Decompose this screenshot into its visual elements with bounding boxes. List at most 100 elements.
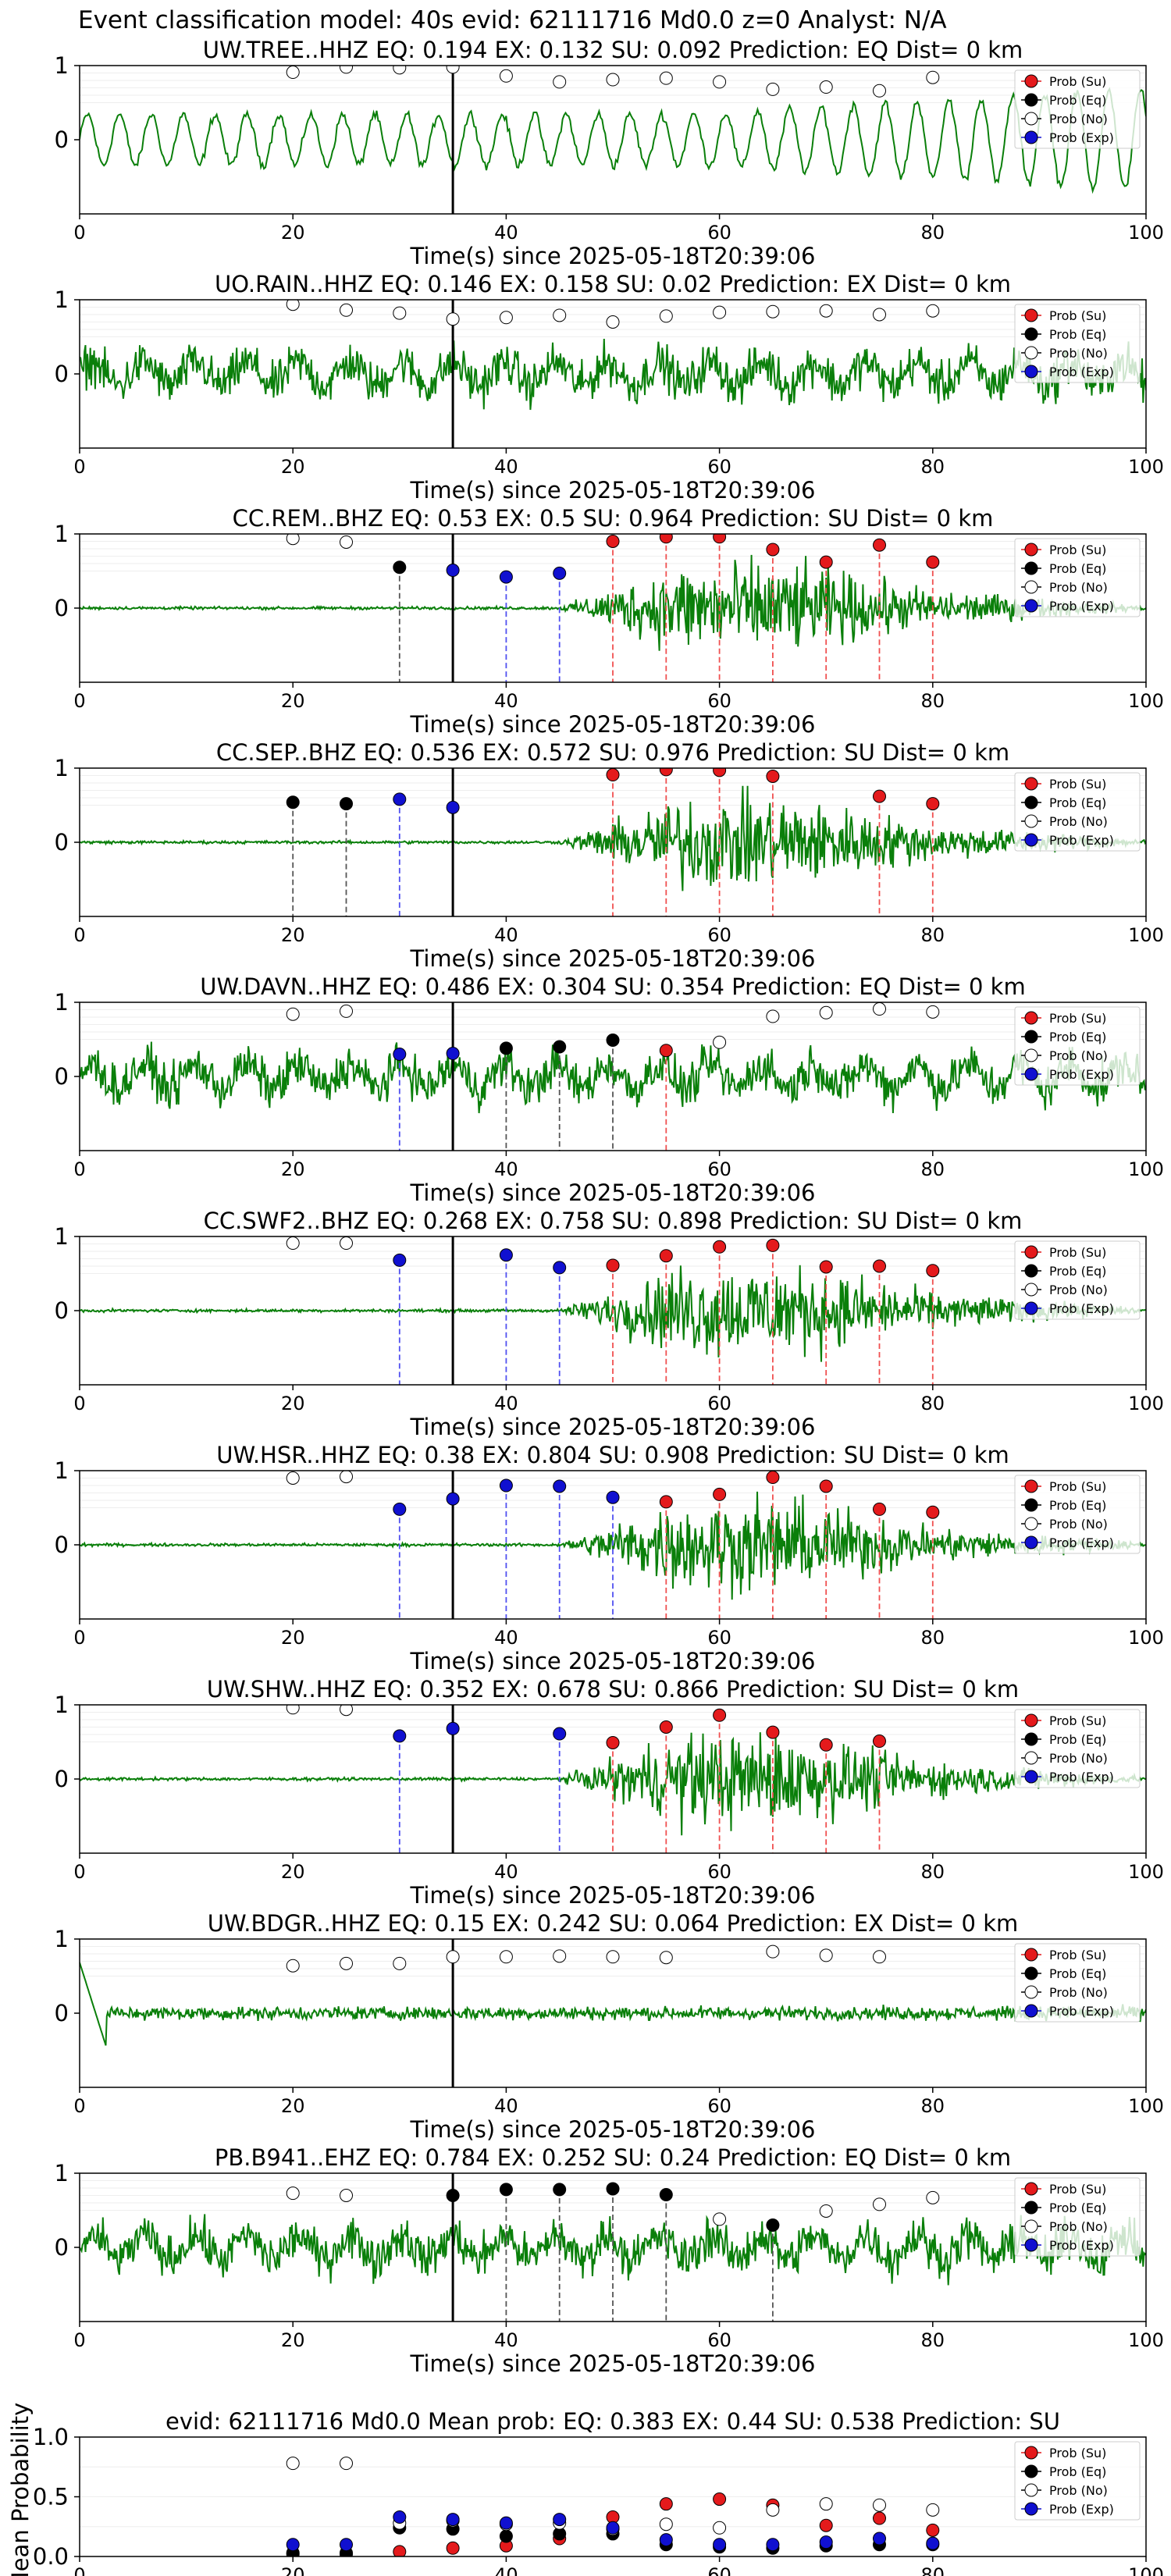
legend-label-no: Prob (No) (1049, 1048, 1108, 1063)
prob-point-exp (446, 1492, 460, 1506)
panel-title: PB.B941..EHZ EQ: 0.784 EX: 0.252 SU: 0.2… (215, 2144, 1011, 2171)
prob-point-su (713, 1240, 727, 1254)
prob-point-no (606, 1950, 620, 1964)
mean-point-no (286, 2457, 300, 2471)
legend-label-exp: Prob (Exp) (1049, 1770, 1114, 1784)
x-tick-label: 40 (494, 222, 518, 244)
legend-marker-eq (1024, 1030, 1038, 1044)
legend-marker-exp (1024, 2004, 1038, 2018)
prob-point-exp (606, 1490, 620, 1504)
prob-point-su (766, 1238, 780, 1252)
y-tick-label: 1 (55, 2160, 69, 2186)
prob-point-su (873, 1502, 886, 1516)
x-tick-label: 100 (1128, 1158, 1164, 1180)
x-tick-label: 60 (707, 2329, 731, 2351)
y-tick-label: 1 (55, 1223, 69, 1250)
prob-point-no (340, 303, 353, 317)
axes-frame (79, 533, 1147, 683)
panel-title: UW.BDGR..HHZ EQ: 0.15 EX: 0.242 SU: 0.06… (208, 1910, 1019, 1937)
x-tick-label: 100 (1128, 690, 1164, 712)
y-tick-label: 0 (55, 1766, 69, 1792)
x-tick-label: 100 (1128, 222, 1164, 244)
panel-9: PB.B941..EHZ EQ: 0.784 EX: 0.252 SU: 0.2… (55, 2144, 1164, 2377)
prob-point-no (819, 304, 833, 318)
mean-point-su (446, 2541, 460, 2555)
prob-point-su (873, 789, 886, 803)
x-axis-label: Time(s) since 2025-05-18T20:39:06 (410, 1414, 816, 1440)
legend-marker-eq (1024, 327, 1038, 341)
prob-point-no (340, 1705, 353, 1717)
legend-marker-exp (1024, 1067, 1038, 1081)
mean-point-no (819, 2497, 833, 2511)
prob-point-no (340, 1471, 353, 1484)
x-tick-label: 100 (1128, 924, 1164, 946)
prob-point-no (553, 1949, 567, 1963)
x-axis-label: Time(s) since 2025-05-18T20:39:06 (410, 2116, 816, 2143)
legend-label-su: Prob (Su) (1049, 74, 1106, 89)
prob-point-eq (659, 2188, 673, 2202)
legend-marker-exp (1024, 1535, 1038, 1550)
mean-point-exp (393, 2510, 407, 2524)
plot-area (80, 534, 1146, 682)
panel-6: UW.HSR..HHZ EQ: 0.38 EX: 0.804 SU: 0.908… (55, 1442, 1164, 1674)
figure-suptitle: Event classification model: 40s evid: 62… (78, 6, 947, 34)
legend-marker-eq (1024, 2464, 1038, 2478)
legend-label-no: Prob (No) (1049, 1283, 1108, 1297)
mean-point-exp (819, 2535, 833, 2549)
mean-point-no (713, 2521, 727, 2535)
prob-point-exp (499, 1248, 513, 1262)
legend-marker-no (1024, 1751, 1038, 1765)
prob-point-no (286, 534, 300, 546)
prob-point-su (606, 768, 620, 782)
prob-point-no (340, 1004, 353, 1018)
legend-box (1014, 1943, 1141, 2023)
prob-point-su (873, 538, 886, 552)
prob-point-no (819, 1005, 833, 1019)
plot-area (80, 1705, 1146, 1853)
prob-point-su (819, 1738, 833, 1752)
legend-marker-exp (1024, 365, 1038, 379)
legend-marker-su (1024, 777, 1038, 791)
legend-label-no: Prob (No) (1049, 2483, 1108, 2498)
prob-point-no (446, 1950, 460, 1964)
x-tick-label: 80 (921, 1158, 945, 1180)
x-tick-label: 60 (707, 222, 731, 244)
plot-area (80, 1236, 1146, 1385)
mean-point-exp (553, 2513, 567, 2527)
prob-point-su (819, 555, 833, 569)
legend-label-eq: Prob (Eq) (1049, 2201, 1106, 2215)
legend-label-exp: Prob (Exp) (1049, 599, 1114, 614)
prob-point-exp (553, 1727, 567, 1741)
legend-marker-exp (1024, 130, 1038, 144)
x-axis-label: Time(s) since 2025-05-18T20:39:06 (410, 1882, 816, 1909)
prob-point-no (659, 309, 673, 323)
prob-point-no (819, 1948, 833, 1962)
prob-point-no (340, 66, 353, 74)
legend-box (1014, 1240, 1141, 1320)
prob-point-no (659, 1951, 673, 1965)
axes-frame (79, 2172, 1147, 2322)
x-tick-label: 80 (921, 924, 945, 946)
x-tick-label: 20 (281, 690, 305, 712)
prob-point-su (659, 1249, 673, 1263)
legend-label-su: Prob (Su) (1049, 308, 1106, 323)
legend-marker-no (1024, 1283, 1038, 1297)
legend-label-su: Prob (Su) (1049, 1245, 1106, 1260)
legend-label-exp: Prob (Exp) (1049, 130, 1114, 145)
legend-marker-eq (1024, 561, 1038, 575)
y-tick-label: 0 (55, 2234, 69, 2261)
legend-marker-eq (1024, 1966, 1038, 1980)
mean-point-exp (446, 2513, 460, 2527)
x-tick-label: 0 (73, 222, 85, 244)
x-tick-label: 80 (921, 1861, 945, 1883)
legend-label-eq: Prob (Eq) (1049, 561, 1106, 576)
legend-label-exp: Prob (Exp) (1049, 1535, 1114, 1550)
prob-point-no (606, 315, 620, 329)
prob-point-su (713, 1487, 727, 1501)
prob-point-exp (499, 570, 513, 584)
prob-point-exp (553, 566, 567, 580)
prob-point-eq (446, 2189, 460, 2202)
x-tick-label: 0 (73, 456, 85, 478)
panel-10: evid: 62111716 Md0.0 Mean prob: EQ: 0.38… (7, 2403, 1164, 2576)
panel-title: CC.SWF2..BHZ EQ: 0.268 EX: 0.758 SU: 0.8… (204, 1208, 1023, 1234)
